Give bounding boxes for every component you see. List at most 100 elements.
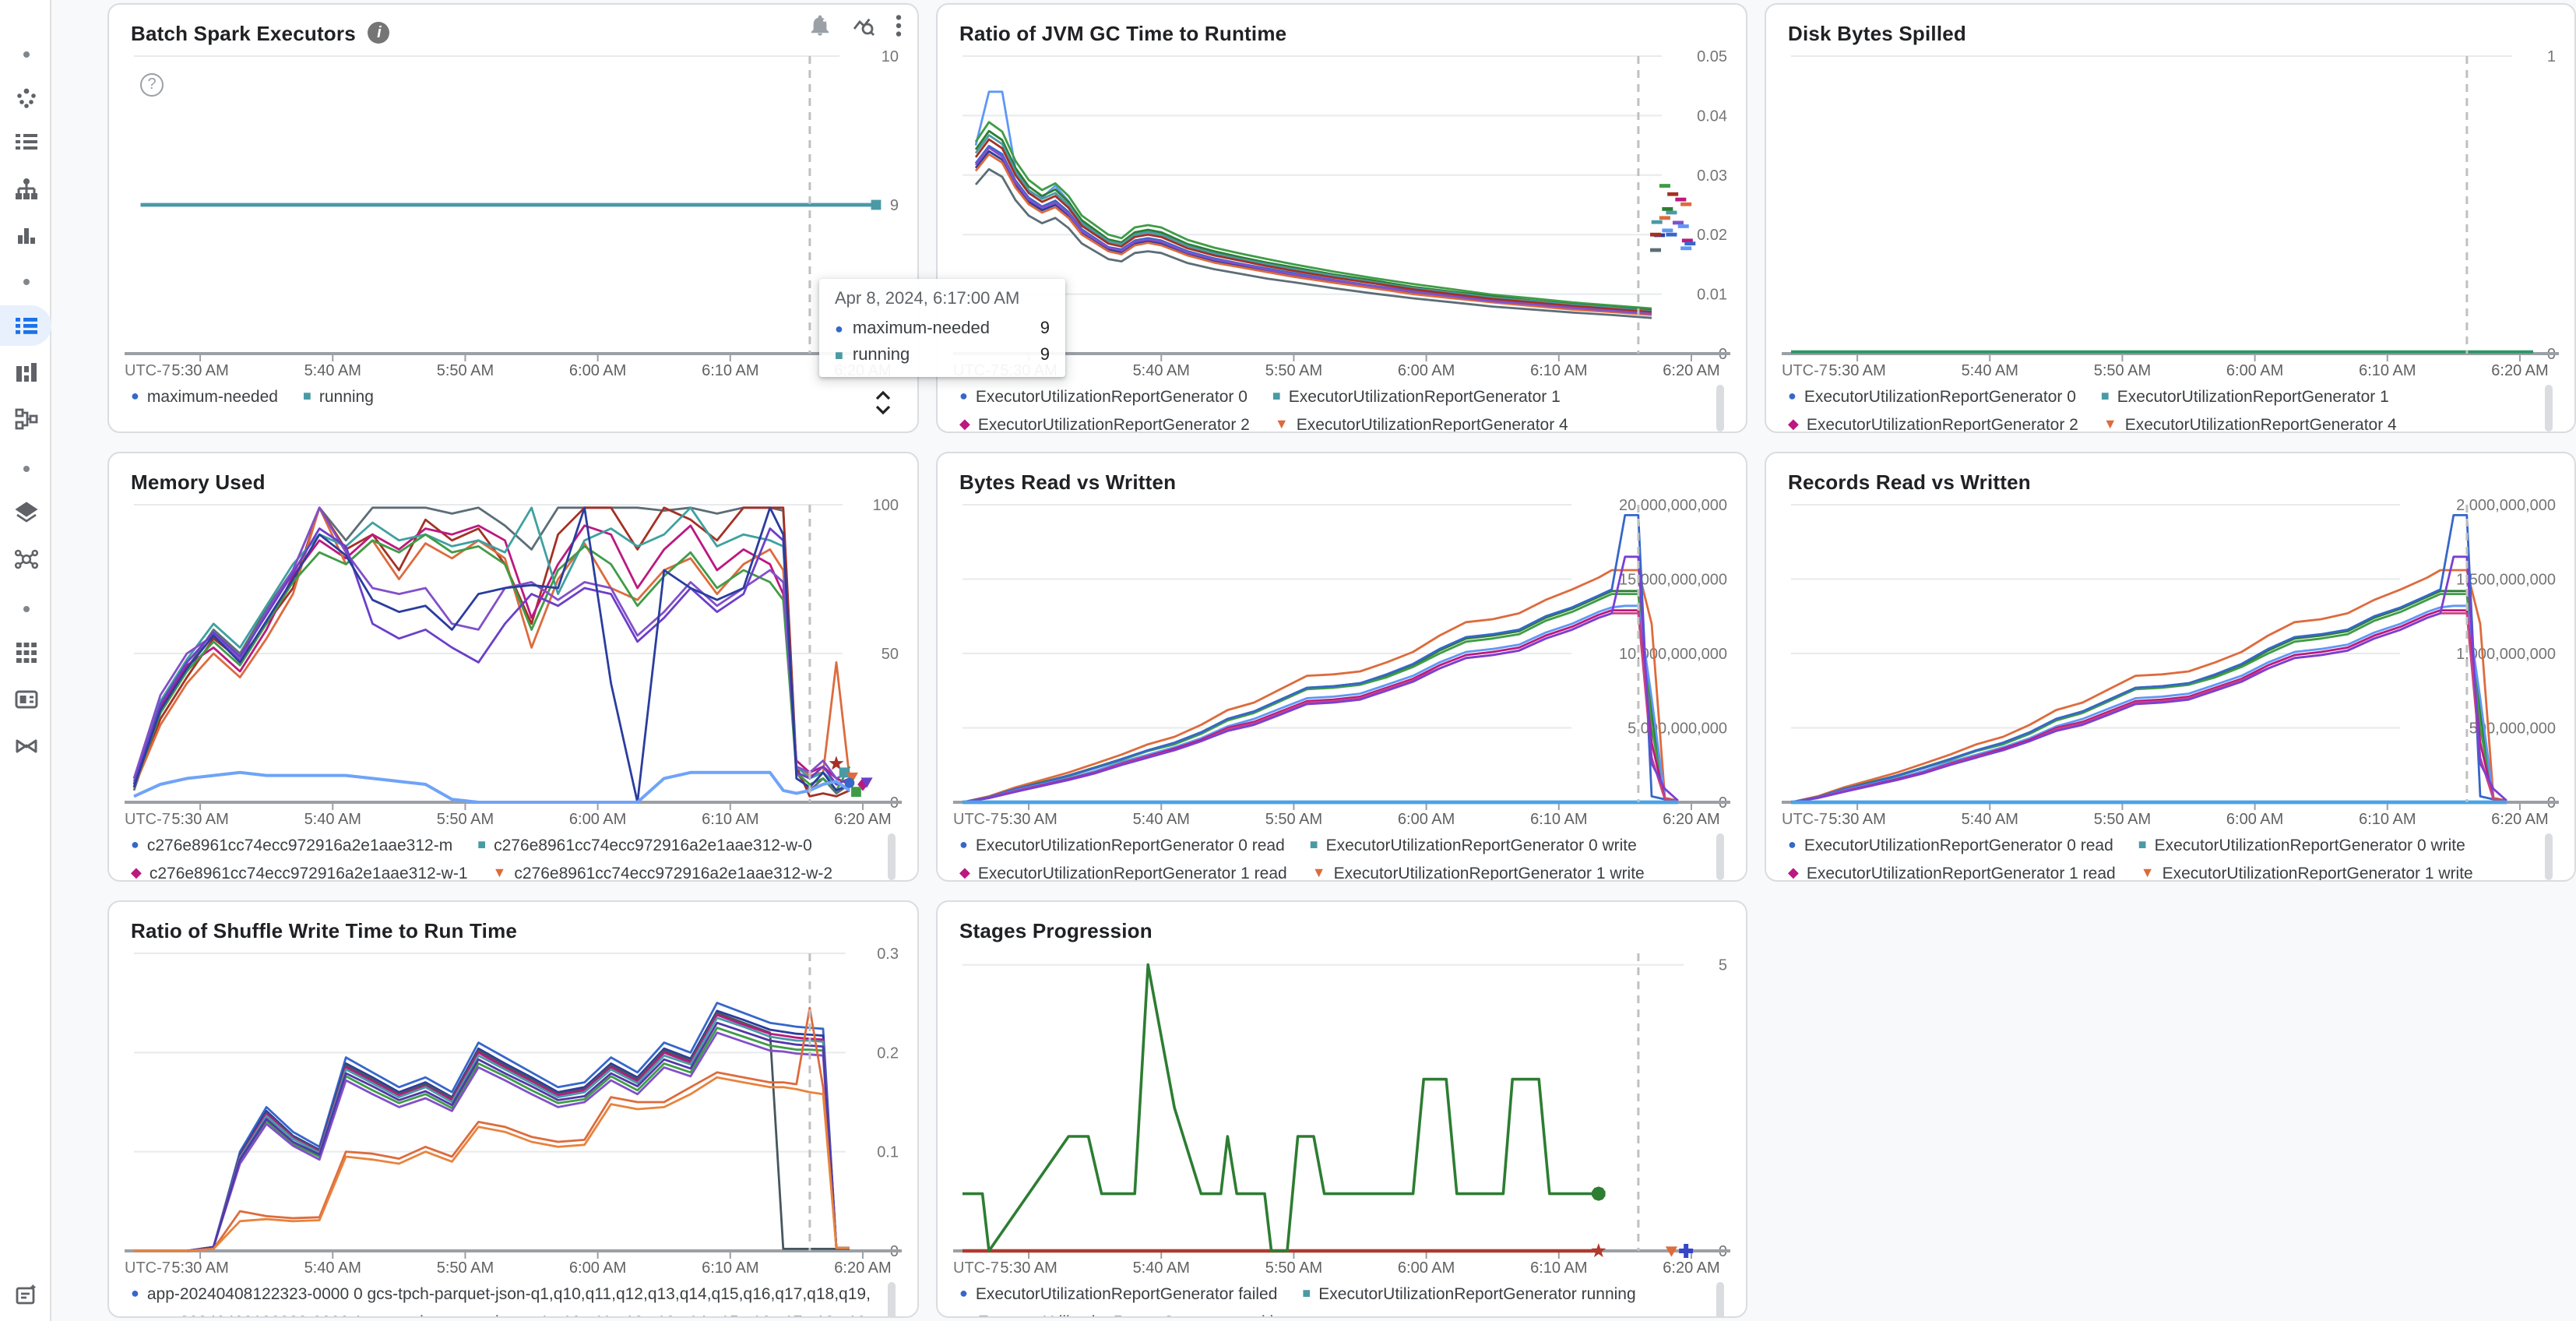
legend-item[interactable]: ▼ ExecutorUtilizationReportGenerator 1 wr… xyxy=(1312,864,1645,880)
circle-marker-icon: ● xyxy=(835,320,843,336)
legend-label: ExecutorUtilizationReportGenerator 2 xyxy=(1806,415,2078,433)
circle-marker-icon: ● xyxy=(959,388,968,403)
legend-item[interactable]: ● ExecutorUtilizationReportGenerator 0 xyxy=(959,387,1248,406)
svg-text:5:40 AM: 5:40 AM xyxy=(1133,362,1190,379)
legend-item[interactable]: ● ExecutorUtilizationReportGenerator 0 xyxy=(1788,387,2076,406)
add-alert-icon[interactable] xyxy=(808,14,832,37)
chart-jvm-gc-ratio[interactable]: 0.050.040.030.020.010UTC-75:30 AM5:40 AM… xyxy=(950,45,1733,382)
legend-item[interactable]: ● maximum-needed xyxy=(131,387,278,406)
legend-item[interactable]: ● app-20240408122323-0000 0 gcs-tpch-parq… xyxy=(131,1284,871,1303)
legend-item[interactable]: ■ ExecutorUtilizationReportGenerator 1 xyxy=(2101,387,2389,406)
legend-scrollbar[interactable] xyxy=(2545,833,2553,880)
svg-text:5:50 AM: 5:50 AM xyxy=(437,362,494,379)
more-vert-icon[interactable] xyxy=(896,14,902,37)
legend-item[interactable]: ▼ c276e8961cc74ecc972916a2e1aae312-w-2 xyxy=(493,864,833,882)
legend-label: ExecutorUtilizationReportGenerator runni… xyxy=(1318,1284,1636,1303)
panel-memory-used: Memory Used 100500UTC-75:30 AM5:40 AM5:5… xyxy=(107,452,919,882)
chart-shuffle-write-ratio[interactable]: 0.30.20.10UTC-75:30 AM5:40 AM5:50 AM6:00… xyxy=(121,942,905,1279)
legend-item[interactable]: ● ExecutorUtilizationReportGenerator 0 re… xyxy=(959,836,1285,854)
svg-text:0.1: 0.1 xyxy=(877,1144,899,1161)
legend-item[interactable]: ■ ExecutorUtilizationReportGenerator 1 xyxy=(1272,387,1561,406)
chart-memory-used[interactable]: 100500UTC-75:30 AM5:40 AM5:50 AM6:00 AM6… xyxy=(121,494,905,830)
batches-icon[interactable] xyxy=(0,78,51,118)
legend-item[interactable]: ◆ ExecutorUtilizationReportGenerator 2 xyxy=(1788,415,2078,433)
panel-disk-bytes-spilled: Disk Bytes Spilled 10UTC-75:30 AM5:40 AM… xyxy=(1765,3,2576,433)
legend-item[interactable]: ■ ExecutorUtilizationReportGenerator 0 wr… xyxy=(2138,836,2465,854)
feedback-compose-icon[interactable] xyxy=(0,1274,51,1315)
svg-text:0.05: 0.05 xyxy=(1697,48,1727,65)
legend-item[interactable]: ◆ ExecutorUtilizationReportGenerator 1 re… xyxy=(1788,864,2116,880)
panel-shuffle-write-ratio: Ratio of Shuffle Write Time to Run Time … xyxy=(107,900,919,1318)
diamond-marker-icon: ◆ xyxy=(959,865,970,880)
svg-text:UTC-7: UTC-7 xyxy=(1782,362,1828,379)
legend-item[interactable]: ◆ ExecutorUtilizationReportGenerator 2 xyxy=(959,415,1250,432)
legend-collapse-chevrons-icon[interactable] xyxy=(874,388,892,427)
panel-title: Memory Used xyxy=(131,470,266,493)
legend-item[interactable]: ■ ExecutorUtilizationReportGenerator runn… xyxy=(1302,1284,1635,1303)
legend-label: ExecutorUtilizationReportGenerator 1 wri… xyxy=(2162,864,2473,882)
svg-text:6:20 AM: 6:20 AM xyxy=(1663,1259,1719,1277)
jobs-bar-chart-icon[interactable] xyxy=(0,215,51,255)
legend-scrollbar[interactable] xyxy=(888,1282,896,1316)
view-in-explorer-icon[interactable] xyxy=(852,14,875,37)
legend-item[interactable]: ■ app-20240408122323-0000 1 gcs-tpch-parq… xyxy=(131,1312,871,1316)
svg-text:500,000,000: 500,000,000 xyxy=(2469,720,2556,738)
legend-scrollbar[interactable] xyxy=(1716,833,1724,880)
svg-text:10,000,000,000: 10,000,000,000 xyxy=(1619,646,1727,663)
legend-item[interactable]: ● c276e8961cc74ecc972916a2e1aae312-m xyxy=(131,836,452,854)
legend-scrollbar[interactable] xyxy=(888,833,896,880)
diamond-marker-icon: ◆ xyxy=(131,865,142,880)
legend-item[interactable]: ▼ ExecutorUtilizationReportGenerator 4 xyxy=(1275,415,1568,432)
legend-label: ExecutorUtilizationReportGenerator 0 wri… xyxy=(2154,836,2465,854)
legend-scrollbar[interactable] xyxy=(1716,385,1724,432)
triangle-marker-icon: ▼ xyxy=(2103,416,2117,432)
workflows-flow-icon[interactable] xyxy=(0,399,51,439)
legend-item[interactable]: ● ExecutorUtilizationReportGenerator fail… xyxy=(959,1284,1277,1303)
legend-label: c276e8961cc74ecc972916a2e1aae312-w-2 xyxy=(514,864,833,882)
chart-disk-bytes-spilled[interactable]: 10UTC-75:30 AM5:40 AM5:50 AM6:00 AM6:10 … xyxy=(1779,45,2562,382)
svg-text:1,000,000,000: 1,000,000,000 xyxy=(2456,646,2556,663)
square-marker-icon: ■ xyxy=(1302,1285,1311,1301)
dashboard-blocks-icon[interactable] xyxy=(0,352,51,393)
svg-text:5:40 AM: 5:40 AM xyxy=(1962,362,2018,379)
help-icon[interactable]: ? xyxy=(140,73,164,97)
topology-network-icon[interactable] xyxy=(0,539,51,579)
legend-item[interactable]: ● ExecutorUtilizationReportGenerator 0 re… xyxy=(1788,836,2113,854)
legend-item[interactable]: ■ c276e8961cc74ecc972916a2e1aae312-w-0 xyxy=(477,836,812,854)
diamond-marker-icon: ◆ xyxy=(959,1314,970,1316)
apps-grid-icon[interactable] xyxy=(0,632,51,673)
legend-item[interactable]: ◆ ExecutorUtilizationReportGenerator wait… xyxy=(959,1312,1292,1316)
svg-text:5:30 AM: 5:30 AM xyxy=(1828,362,1885,379)
svg-text:5:30 AM: 5:30 AM xyxy=(171,1259,228,1277)
legend-memory-used: ● c276e8961cc74ecc972916a2e1aae312-m ■ c276… xyxy=(131,833,917,882)
legend-item[interactable]: ◆ ExecutorUtilizationReportGenerator 1 re… xyxy=(959,864,1287,880)
triangle-marker-icon: ▼ xyxy=(2140,865,2155,880)
svg-text:6:10 AM: 6:10 AM xyxy=(1530,1259,1587,1277)
legend-scrollbar[interactable] xyxy=(1716,1282,1724,1316)
legend-item[interactable]: ▼ ExecutorUtilizationReportGenerator 4 xyxy=(2103,415,2397,432)
chart-bytes-read-written[interactable]: 20,000,000,000 15,000,000,000 10,000,000,0… xyxy=(950,494,1733,830)
square-marker-icon: ■ xyxy=(1309,837,1318,852)
legend-item[interactable]: ■ ExecutorUtilizationReportGenerator 0 wr… xyxy=(1310,836,1637,854)
console-card-icon[interactable] xyxy=(0,679,51,720)
chart-batch-spark-executors[interactable]: 1098UTC-75:30 AM5:40 AM5:50 AM6:00 AM6:1… xyxy=(121,45,905,382)
legend-item[interactable]: ◆ c276e8961cc74ecc972916a2e1aae312-w-1 xyxy=(131,864,468,880)
panel-jvm-gc-ratio: Ratio of JVM GC Time to Runtime 0.05 0.04… xyxy=(936,3,1747,433)
circle-marker-icon: ● xyxy=(1788,388,1797,403)
legend-item[interactable]: ■ running xyxy=(303,387,374,406)
info-icon[interactable]: i xyxy=(368,22,390,44)
legend-item[interactable]: ▼ ExecutorUtilizationReportGenerator 1 wr… xyxy=(2140,864,2473,882)
svg-text:0.04: 0.04 xyxy=(1697,107,1727,125)
svg-text:0.3: 0.3 xyxy=(877,946,899,963)
svg-text:5:40 AM: 5:40 AM xyxy=(1962,811,2018,828)
svg-text:UTC-7: UTC-7 xyxy=(125,811,171,828)
gke-bowtie-icon[interactable] xyxy=(0,726,51,766)
sessions-list-icon[interactable] xyxy=(0,122,51,162)
metrics-list-icon-selected[interactable] xyxy=(0,305,51,346)
environments-layers-icon[interactable] xyxy=(0,492,51,533)
clusters-tree-icon[interactable] xyxy=(0,168,51,209)
legend-scrollbar[interactable] xyxy=(2545,385,2553,432)
chart-records-read-written[interactable]: 2,000,000,000 1,500,000,000 1,000,000,000 5… xyxy=(1779,494,2562,830)
svg-text:15,000,000,000: 15,000,000,000 xyxy=(1619,572,1727,589)
